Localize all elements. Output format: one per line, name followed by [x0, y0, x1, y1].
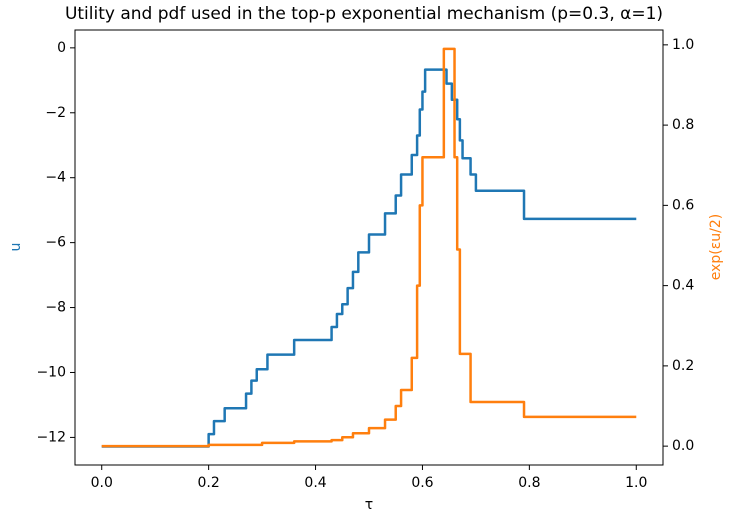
- y-tick-label: −2: [45, 105, 66, 121]
- chart-title: Utility and pdf used in the top-p expone…: [65, 4, 663, 24]
- x-tick-label: 1.0: [625, 475, 647, 491]
- x-tick-label: 0.2: [198, 475, 220, 491]
- y2-tick-label: 0.4: [672, 278, 694, 294]
- x-axis-label: τ: [365, 497, 373, 513]
- x-tick-label: 0.4: [304, 475, 326, 491]
- x-tick-label: 0.6: [411, 475, 433, 491]
- x-tick-label: 0.0: [91, 475, 113, 491]
- y2-tick-label: 1.0: [672, 37, 694, 53]
- series-line: [101, 47, 637, 448]
- y2-tick-label: 0.8: [672, 117, 694, 133]
- y2-tick-label: 0.2: [672, 358, 694, 374]
- x-tick-label: 0.8: [518, 475, 540, 491]
- series-line: [101, 68, 637, 448]
- plot-frame: [74, 29, 664, 466]
- y-tick-label: −12: [36, 429, 66, 445]
- y-tick-label: −8: [45, 300, 66, 316]
- y-tick-label: −6: [45, 235, 66, 251]
- y-tick-label: 0: [57, 40, 66, 56]
- y2-tick-label: 0.6: [672, 197, 694, 213]
- y-tick-label: −10: [36, 364, 66, 380]
- y2-axis-label: exp(εu/2): [708, 214, 724, 281]
- y-tick-label: −4: [45, 170, 66, 186]
- y-axis-label: u: [8, 243, 24, 252]
- y2-tick-label: 0.0: [672, 438, 694, 454]
